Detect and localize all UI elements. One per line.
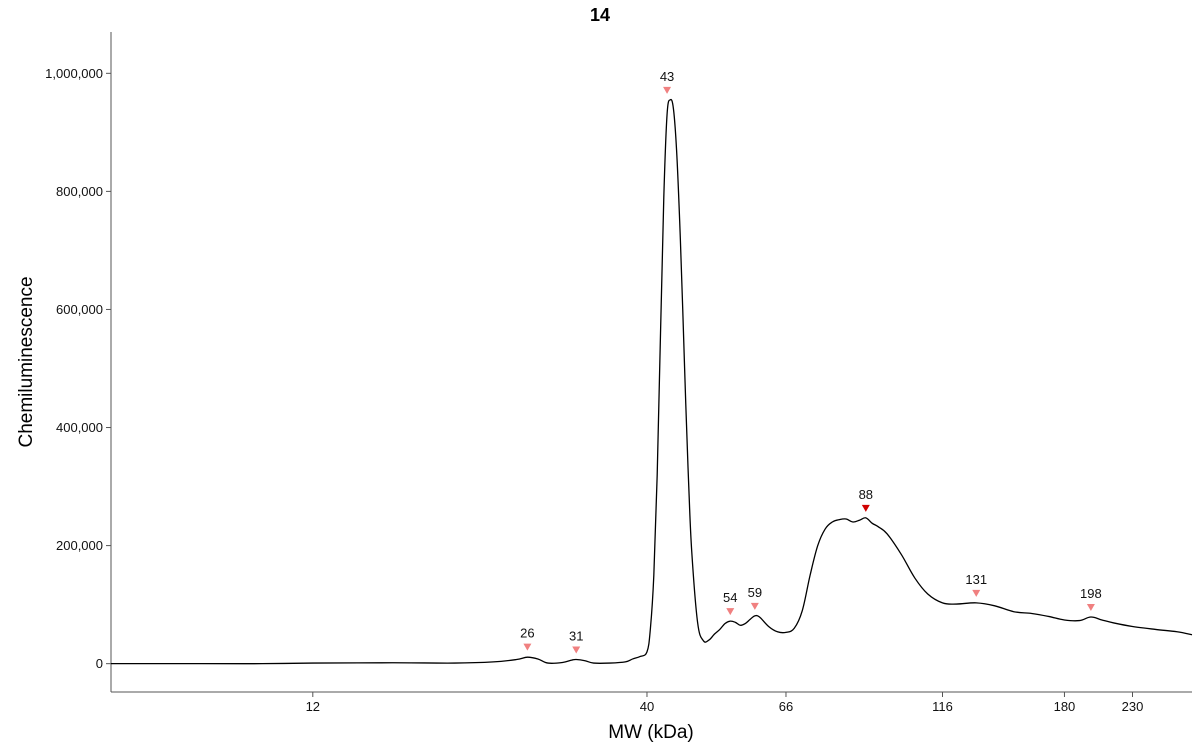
y-ticks: 0 200,000 400,000 600,000 800,000 1,000,000 xyxy=(45,66,111,671)
peak-marker-icon xyxy=(726,608,735,616)
peak-label: 31 xyxy=(569,629,583,644)
series-layer xyxy=(111,98,1193,665)
peak-label: 43 xyxy=(660,69,674,84)
peak-marker-icon xyxy=(663,86,672,94)
x-tick-label: 230 xyxy=(1122,699,1144,714)
peak-label: 131 xyxy=(965,572,987,587)
x-tick-label: 116 xyxy=(932,699,953,714)
y-tick-label: 800,000 xyxy=(56,184,103,199)
y-tick-label: 200,000 xyxy=(56,538,103,553)
y-axis-label: Chemiluminescence xyxy=(16,276,37,447)
x-axis-label: MW (kDa) xyxy=(608,722,693,743)
chemiluminescence-trace xyxy=(111,98,1193,665)
peak-marker-icon xyxy=(750,602,759,610)
x-ticks: 12 40 66 116 180 230 xyxy=(306,692,1144,714)
y-tick-label: 400,000 xyxy=(56,420,103,435)
peak-marker-icon xyxy=(1086,604,1095,612)
peak-marker-icon xyxy=(972,589,981,597)
peak-marker-icon xyxy=(861,504,870,512)
x-tick-label: 66 xyxy=(779,699,793,714)
peak-marker-icon xyxy=(572,646,581,654)
y-tick-label: 0 xyxy=(96,656,103,671)
peak-markers: 26 31 43 54 59 88 131 198 xyxy=(520,69,1102,654)
peak-marker-icon xyxy=(523,643,532,651)
x-tick-label: 180 xyxy=(1054,699,1076,714)
peak-label: 26 xyxy=(520,626,534,641)
x-tick-label: 12 xyxy=(306,699,320,714)
peak-label: 88 xyxy=(859,487,873,502)
peak-label: 54 xyxy=(723,590,737,605)
y-tick-label: 600,000 xyxy=(56,302,103,317)
peak-label: 198 xyxy=(1080,586,1102,601)
peak-label: 59 xyxy=(748,585,762,600)
y-tick-label: 1,000,000 xyxy=(45,66,103,81)
x-tick-label: 40 xyxy=(640,699,654,714)
chart-title: 14 xyxy=(590,5,610,25)
